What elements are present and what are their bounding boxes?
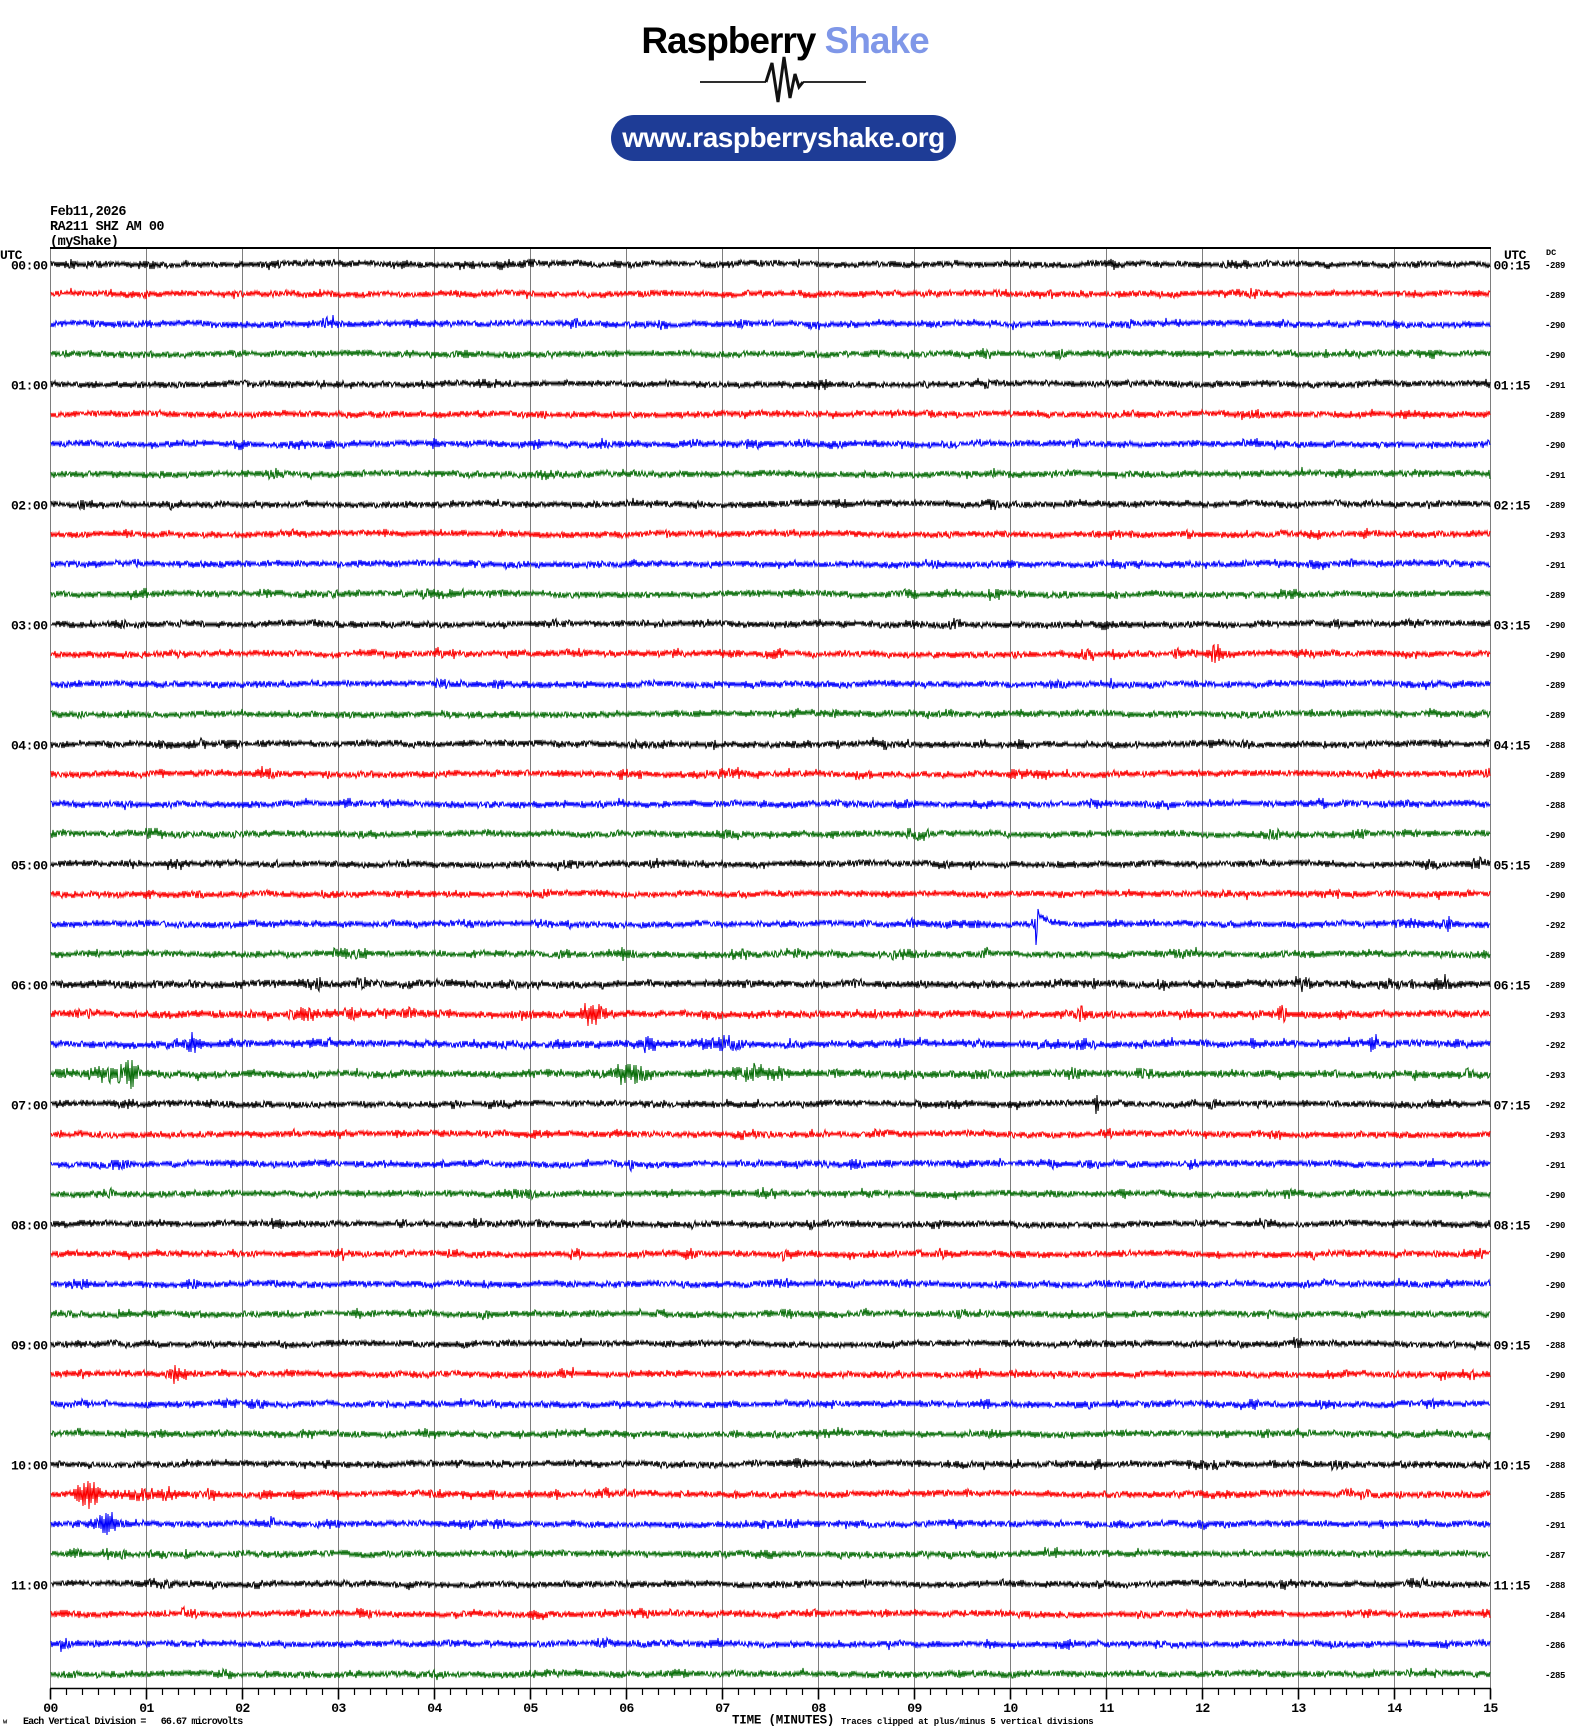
svg-text:06: 06	[619, 1701, 634, 1716]
svg-text:-289: -289	[1545, 771, 1565, 781]
svg-text:-289: -289	[1545, 861, 1565, 871]
svg-text:-290: -290	[1545, 1311, 1565, 1321]
svg-text:01:00: 01:00	[11, 379, 48, 394]
svg-text:03: 03	[331, 1701, 346, 1716]
svg-text:-288: -288	[1545, 741, 1565, 751]
svg-text:11:00: 11:00	[11, 1579, 48, 1594]
svg-text:-290: -290	[1545, 441, 1565, 451]
svg-text:09: 09	[907, 1701, 922, 1716]
svg-text:-289: -289	[1545, 411, 1565, 421]
svg-text:13: 13	[1291, 1701, 1306, 1716]
svg-text:-291: -291	[1545, 1521, 1566, 1531]
svg-text:-291: -291	[1545, 471, 1566, 481]
svg-text:Feb11,2026: Feb11,2026	[50, 205, 126, 220]
svg-text:-291: -291	[1545, 561, 1566, 571]
svg-text:-288: -288	[1545, 801, 1565, 811]
svg-text:05:00: 05:00	[11, 859, 48, 874]
svg-text:02:15: 02:15	[1494, 499, 1531, 514]
svg-text:01:15: 01:15	[1494, 379, 1531, 394]
svg-text:-290: -290	[1545, 621, 1565, 631]
svg-text:14: 14	[1387, 1701, 1402, 1716]
svg-text:03:00: 03:00	[11, 619, 48, 634]
svg-text:08:15: 08:15	[1494, 1219, 1531, 1234]
svg-text:11: 11	[1099, 1701, 1114, 1716]
svg-text:-292: -292	[1545, 1101, 1565, 1111]
svg-text:-286: -286	[1545, 1641, 1565, 1651]
svg-text:-289: -289	[1545, 951, 1565, 961]
svg-text:15: 15	[1483, 1701, 1498, 1716]
svg-text:-289: -289	[1545, 711, 1565, 721]
svg-text:-292: -292	[1545, 1041, 1565, 1051]
svg-text:02:00: 02:00	[11, 499, 48, 514]
svg-text:-288: -288	[1545, 1581, 1565, 1591]
svg-text:-293: -293	[1545, 531, 1565, 541]
svg-text:-290: -290	[1545, 321, 1565, 331]
svg-text:-288: -288	[1545, 1341, 1565, 1351]
svg-text:01: 01	[139, 1701, 154, 1716]
svg-text:00:00: 00:00	[11, 259, 48, 274]
svg-text:09:00: 09:00	[11, 1339, 48, 1354]
svg-text:RA211 SHZ AM 00: RA211 SHZ AM 00	[50, 220, 164, 235]
svg-text:-290: -290	[1545, 1191, 1565, 1201]
svg-text:-293: -293	[1545, 1011, 1565, 1021]
svg-text:08:00: 08:00	[11, 1219, 48, 1234]
svg-text:-293: -293	[1545, 1131, 1565, 1141]
svg-text:-289: -289	[1545, 681, 1565, 691]
svg-text:-290: -290	[1545, 891, 1565, 901]
svg-text:-288: -288	[1545, 1461, 1565, 1471]
svg-text:04:15: 04:15	[1494, 739, 1531, 754]
svg-text:-290: -290	[1545, 1281, 1565, 1291]
svg-text:11:15: 11:15	[1494, 1579, 1531, 1594]
svg-text:08: 08	[811, 1701, 826, 1716]
svg-text:00:15: 00:15	[1494, 259, 1531, 274]
svg-text:-290: -290	[1545, 1371, 1565, 1381]
svg-text:05: 05	[523, 1701, 538, 1716]
svg-text:-291: -291	[1545, 381, 1566, 391]
svg-text:-290: -290	[1545, 651, 1565, 661]
svg-text:04: 04	[427, 1701, 442, 1716]
svg-text:-285: -285	[1545, 1491, 1565, 1501]
svg-text:10:00: 10:00	[11, 1459, 48, 1474]
svg-text:06:00: 06:00	[11, 979, 48, 994]
svg-text:-290: -290	[1545, 831, 1565, 841]
svg-text:09:15: 09:15	[1494, 1339, 1531, 1354]
svg-text:-289: -289	[1545, 591, 1565, 601]
svg-text:10: 10	[1003, 1701, 1018, 1716]
svg-text:-289: -289	[1545, 501, 1565, 511]
svg-text:04:00: 04:00	[11, 739, 48, 754]
svg-text:-284: -284	[1545, 1611, 1566, 1621]
svg-text:Traces clipped at plus/minus 5: Traces clipped at plus/minus 5 vertical …	[841, 1717, 1093, 1727]
svg-text:w: w	[3, 1719, 8, 1727]
svg-text:UTC: UTC	[0, 248, 23, 263]
svg-text:10:15: 10:15	[1494, 1459, 1531, 1474]
svg-text:07:00: 07:00	[11, 1099, 48, 1114]
svg-text:-290: -290	[1545, 1431, 1565, 1441]
svg-text:-293: -293	[1545, 1071, 1565, 1081]
svg-text:-289: -289	[1545, 261, 1565, 271]
svg-text:05:15: 05:15	[1494, 859, 1531, 874]
svg-text:07: 07	[715, 1701, 730, 1716]
svg-text:-291: -291	[1545, 1401, 1566, 1411]
svg-text:07:15: 07:15	[1494, 1099, 1531, 1114]
svg-text:UTC: UTC	[1504, 248, 1527, 263]
svg-text:-285: -285	[1545, 1671, 1565, 1681]
svg-text:-289: -289	[1545, 291, 1565, 301]
svg-text:DC: DC	[1546, 248, 1556, 258]
svg-text:02: 02	[235, 1701, 250, 1716]
svg-text:-292: -292	[1545, 921, 1565, 931]
svg-text:Each Vertical Division = 66.: Each Vertical Division = 66.67 microvolt…	[23, 1716, 243, 1728]
svg-text:-287: -287	[1545, 1551, 1565, 1561]
svg-text:00: 00	[43, 1701, 58, 1716]
svg-text:-290: -290	[1545, 1251, 1565, 1261]
svg-text:03:15: 03:15	[1494, 619, 1531, 634]
svg-text:-290: -290	[1545, 1221, 1565, 1231]
svg-text:-291: -291	[1545, 1161, 1566, 1171]
svg-text:TIME (MINUTES): TIME (MINUTES)	[732, 1714, 834, 1728]
svg-text:06:15: 06:15	[1494, 979, 1531, 994]
svg-text:(myShake): (myShake)	[50, 235, 118, 250]
svg-text:-290: -290	[1545, 351, 1565, 361]
svg-text:12: 12	[1195, 1701, 1210, 1716]
svg-text:-289: -289	[1545, 981, 1565, 991]
